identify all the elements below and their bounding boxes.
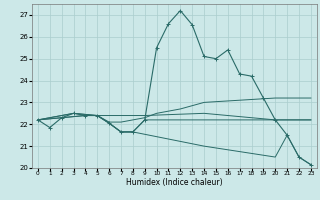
X-axis label: Humidex (Indice chaleur): Humidex (Indice chaleur) <box>126 178 223 187</box>
